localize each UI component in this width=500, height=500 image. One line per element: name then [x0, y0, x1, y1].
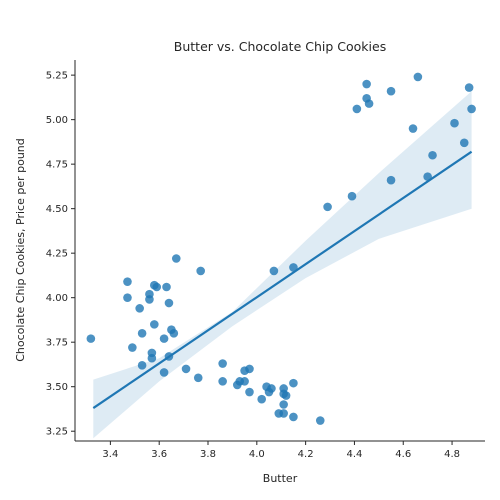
y-tick-label: 5.00: [46, 115, 68, 126]
x-tick-label: 4.6: [395, 449, 411, 460]
x-tick-label: 4.8: [444, 449, 460, 460]
data-point: [323, 202, 332, 212]
y-tick-label: 4.75: [46, 160, 68, 171]
x-tick-label: 4.0: [249, 449, 265, 460]
data-point: [279, 409, 288, 418]
y-tick-label: 4.00: [46, 293, 68, 304]
data-point: [352, 104, 362, 114]
confidence-band: [93, 91, 472, 439]
x-tick-label: 3.6: [151, 449, 167, 460]
data-point: [169, 328, 179, 338]
y-tick-label: 4.25: [46, 249, 68, 260]
data-point: [196, 266, 205, 276]
data-point: [364, 99, 374, 108]
y-tick-label: 4.50: [46, 204, 68, 215]
data-point: [408, 124, 418, 133]
data-point: [137, 361, 147, 370]
data-point: [413, 72, 423, 82]
data-point: [181, 364, 191, 374]
regression-line: [92, 150, 473, 409]
y-tick-label: 3.25: [46, 427, 68, 438]
x-tick-label: 4.2: [298, 449, 314, 460]
data-point: [123, 293, 132, 302]
data-point: [123, 277, 132, 286]
x-tick-label: 3.4: [102, 449, 118, 460]
data-point: [267, 384, 276, 393]
data-point: [240, 377, 249, 386]
data-point: [428, 150, 437, 160]
data-point: [159, 368, 169, 377]
data-point: [269, 266, 279, 276]
data-point: [289, 263, 298, 272]
chart-title: Butter vs. Chocolate Chip Cookies: [174, 39, 386, 54]
data-point: [86, 334, 96, 343]
data-point: [147, 348, 157, 358]
data-point: [135, 304, 144, 313]
y-tick-label: 3.75: [46, 338, 68, 349]
y-axis-label: Chocolate Chip Cookies, Price per pound: [14, 138, 27, 362]
data-point: [464, 83, 474, 92]
data-point: [289, 378, 298, 388]
data-point: [171, 254, 181, 263]
plot-area: [86, 72, 476, 439]
data-point: [164, 298, 174, 308]
data-point: [162, 282, 171, 292]
data-point: [137, 328, 147, 338]
data-point: [257, 394, 266, 404]
y-tick-label: 3.50: [46, 382, 68, 393]
data-point: [150, 320, 159, 329]
y-tick-label: 5.25: [46, 71, 68, 82]
data-point: [218, 359, 227, 368]
x-tick-label: 4.4: [346, 449, 362, 460]
data-point: [245, 364, 254, 374]
y-axis: 3.25 3.50 3.75 4.00 4.25 4.50 4.75 5.00 5.25: [46, 60, 76, 441]
data-point: [193, 373, 203, 383]
data-point: [152, 282, 162, 292]
data-point: [218, 377, 227, 386]
x-tick-label: 3.8: [200, 449, 216, 460]
data-point: [386, 86, 396, 96]
data-point: [279, 400, 288, 409]
data-point: [362, 79, 371, 89]
x-axis: 3.4 3.6 3.8 4.0 4.2 4.4 4.6 4.8: [75, 440, 485, 460]
data-point: [159, 334, 169, 343]
data-point: [450, 118, 459, 128]
data-point: [145, 295, 154, 304]
data-point: [467, 104, 476, 114]
data-point: [315, 416, 325, 425]
data-point: [347, 191, 357, 201]
data-point: [386, 175, 396, 185]
data-point: [289, 412, 298, 422]
data-point: [128, 343, 137, 352]
data-point: [245, 387, 254, 397]
data-point: [281, 391, 291, 400]
data-point: [459, 138, 469, 148]
x-axis-label: Butter: [263, 472, 298, 485]
